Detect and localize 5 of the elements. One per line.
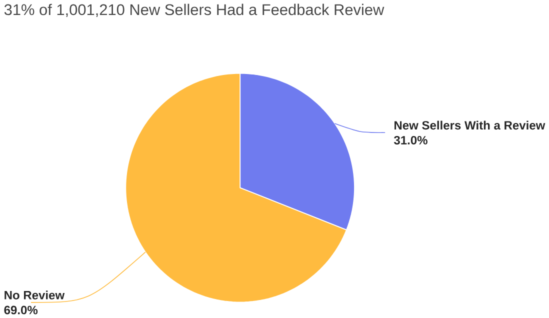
slice-label: New Sellers With a Review <box>394 120 546 130</box>
chart-title: 31% of 1,001,210 New Sellers Had a Feedback Review <box>4 4 384 17</box>
slice-label: No Review <box>4 290 65 300</box>
data-label: 69.0% <box>4 306 38 314</box>
data-label: 31.0% <box>394 136 428 144</box>
